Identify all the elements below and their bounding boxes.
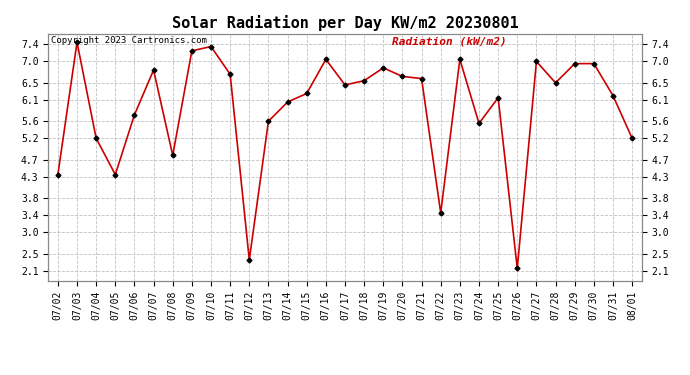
Text: Copyright 2023 Cartronics.com: Copyright 2023 Cartronics.com: [51, 36, 207, 45]
Text: Radiation (kW/m2): Radiation (kW/m2): [393, 36, 507, 46]
Title: Solar Radiation per Day KW/m2 20230801: Solar Radiation per Day KW/m2 20230801: [172, 15, 518, 31]
